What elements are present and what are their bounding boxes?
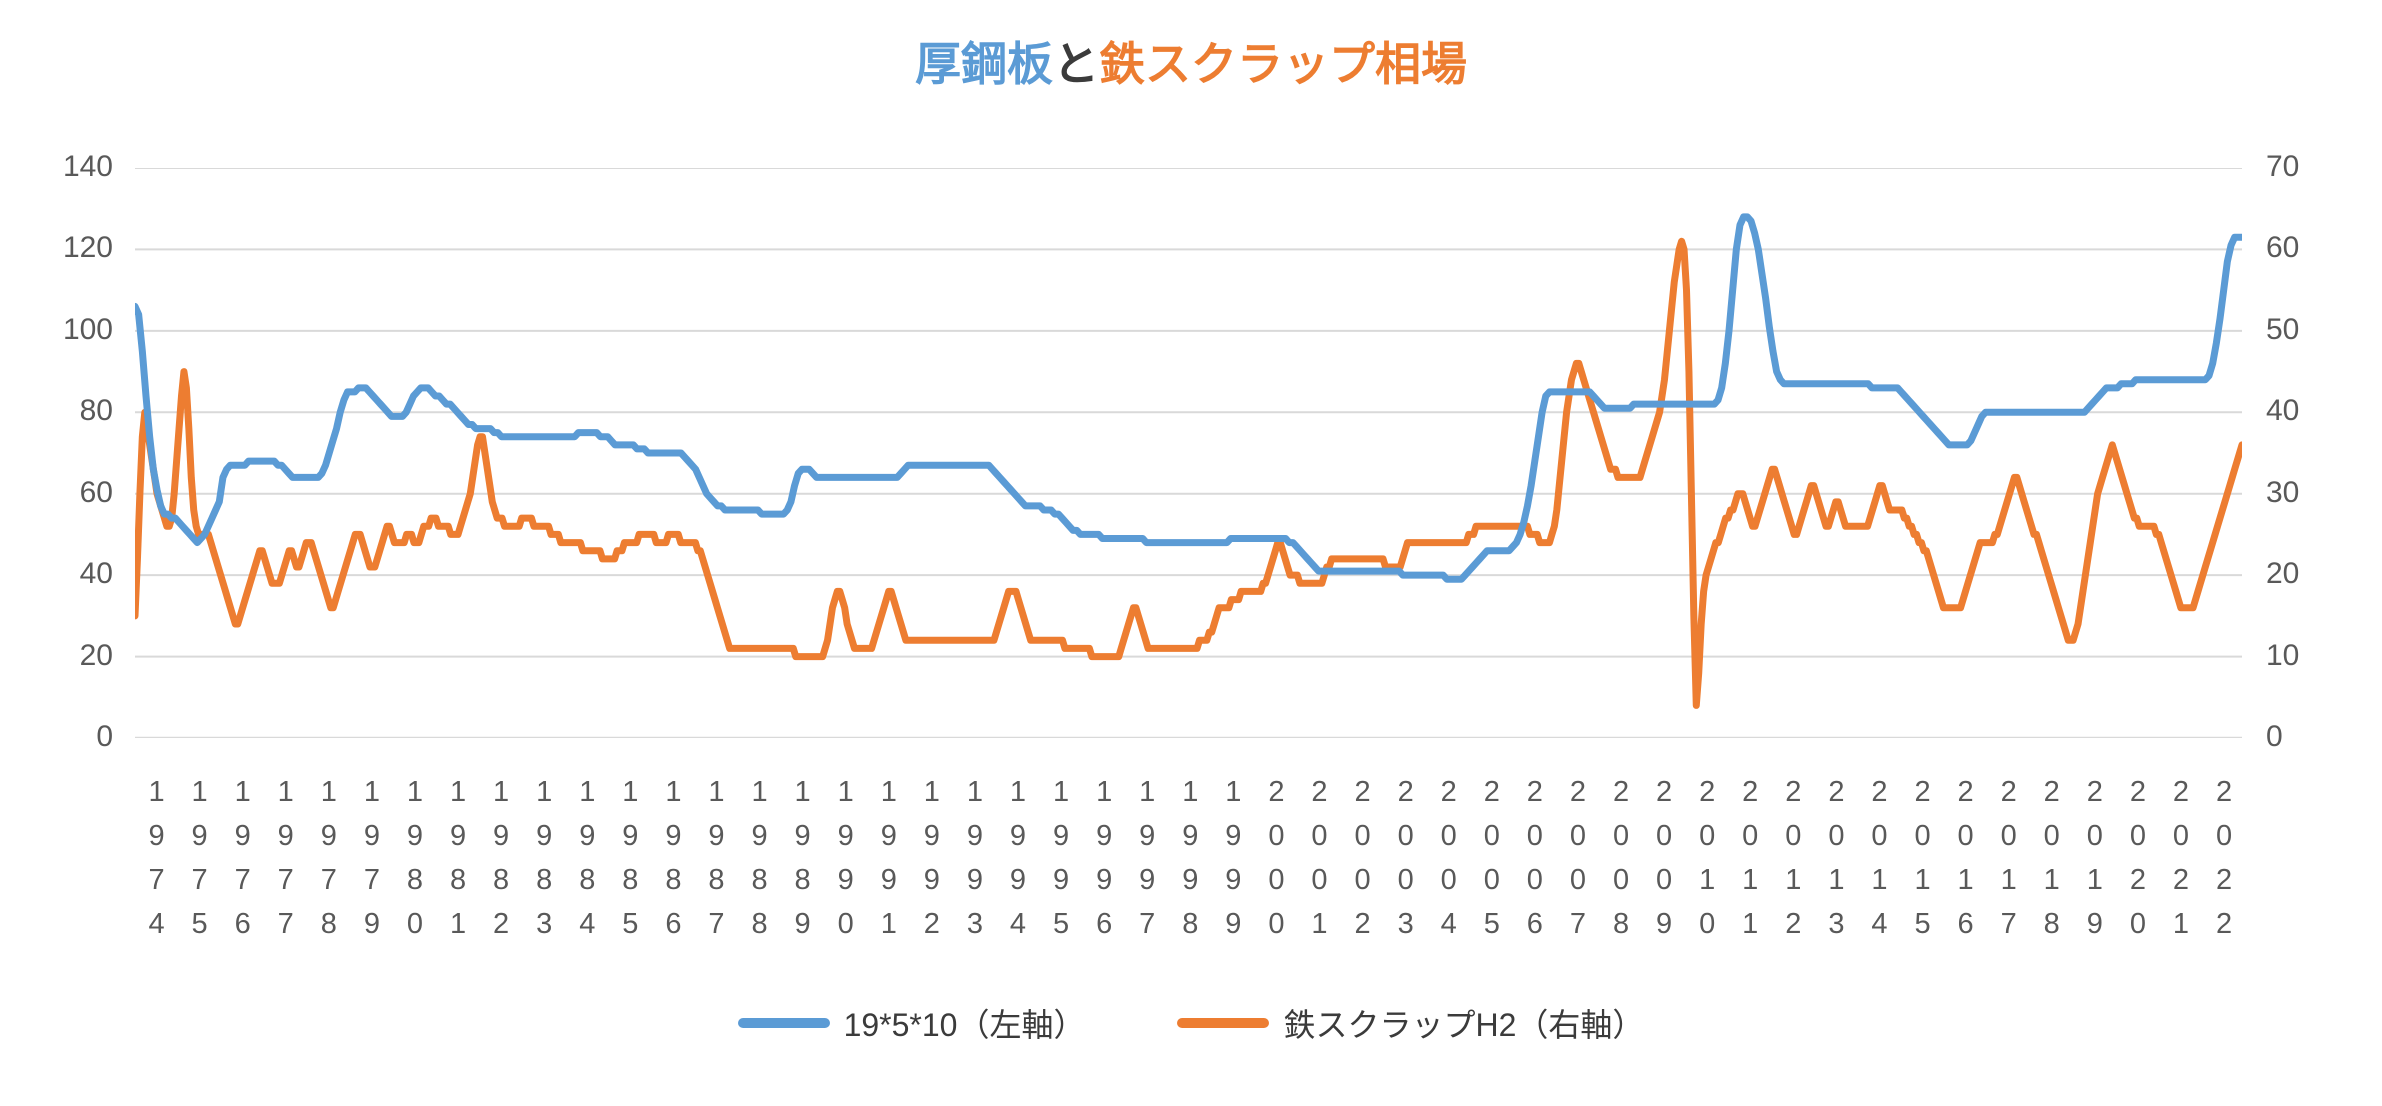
gridlines [135,168,2242,738]
legend-label-plate: 19*5*10（左軸） [843,1007,1086,1043]
right-axis-tick: 70 [2266,150,2300,183]
chart-title: 厚鋼板と鉄スクラップ相場 [0,28,2382,94]
left-axis-tick: 140 [62,150,113,183]
left-axis-tick: 0 [96,720,113,753]
left-axis-tick: 60 [79,475,113,509]
series-line-scrap [135,237,2242,709]
legend-swatch-plate [737,1018,830,1028]
right-axis-tick: 10 [2266,638,2300,672]
legend-item-plate[interactable]: 19*5*10（左軸） [737,1000,1086,1046]
chart-title-part-orange: 鉄スクラップ相場 [1099,38,1467,90]
right-axis-tick: 50 [2266,312,2300,346]
legend-label-scrap: 鉄スクラップH2（右軸） [1283,1007,1645,1043]
legend-item-scrap[interactable]: 鉄スクラップH2（右軸） [1177,1000,1644,1046]
right-axis-tick: 20 [2266,557,2300,591]
left-axis-tick: 40 [79,557,113,591]
right-axis-tick: 30 [2266,475,2300,509]
legend-swatch-scrap [1177,1018,1270,1028]
chart-legend: 19*5*10（左軸） 鉄スクラップH2（右軸） [0,1000,2382,1046]
left-axis-tick: 100 [62,312,113,346]
right-axis-tick: 40 [2266,394,2300,428]
plot-svg [135,168,2242,738]
chart-title-part-blue: 厚鋼板 [915,38,1053,90]
series-line-plate [135,213,2242,583]
left-axis-tick: 120 [62,231,113,265]
left-axis-tick: 20 [79,638,113,672]
chart-title-part-dark: と [1053,38,1099,90]
plot-area [135,168,2242,738]
left-axis-tick: 80 [79,394,113,428]
right-axis-tick: 60 [2266,231,2300,265]
right-axis-tick: 0 [2266,720,2283,753]
